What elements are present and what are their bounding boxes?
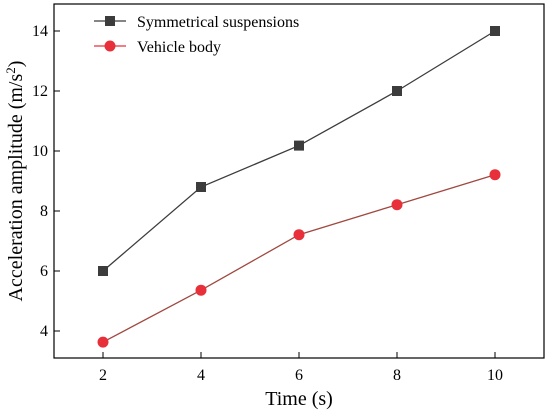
- legend: Symmetrical suspensions Vehicle body: [94, 14, 299, 56]
- y-tick-label-5: 14: [32, 23, 48, 40]
- y-axis-title-superscript: 2: [3, 67, 18, 74]
- series-1-point-4: [489, 169, 501, 181]
- series-0-point-3: [392, 86, 402, 96]
- y-tick-label-2: 8: [40, 203, 48, 220]
- series-0-point-4: [490, 26, 500, 36]
- legend-marker-vehicle-body: [104, 40, 116, 52]
- series-1-point-0: [97, 336, 109, 348]
- series-1-point-1: [195, 284, 207, 296]
- legend-marker-symmetrical: [105, 16, 115, 26]
- x-axis-ticks: 2 4 6 8 10: [99, 352, 503, 384]
- y-axis-ticks: 4 6 8 10 12 14: [32, 23, 60, 340]
- series-0-point-0: [98, 266, 108, 276]
- y-tick-label-0: 4: [40, 323, 48, 340]
- series-line-1: [102, 174, 496, 343]
- plot-frame: [53, 3, 545, 359]
- legend-label-symmetrical: Symmetrical suspensions: [137, 14, 299, 31]
- series-0-point-2: [294, 140, 304, 151]
- x-tick-label-0: 2: [99, 367, 107, 384]
- x-tick-label-4: 10: [487, 367, 503, 384]
- y-axis-title-main: Acceleration amplitude (m/s: [5, 74, 27, 302]
- series-1-point-3: [391, 199, 403, 211]
- x-tick-label-3: 8: [393, 367, 401, 384]
- x-axis-title: Time (s): [265, 388, 333, 410]
- y-axis-title: Acceleration amplitude (m/s2): [3, 61, 28, 302]
- x-tick-label-1: 4: [197, 367, 205, 384]
- y-axis-title-close: ): [5, 61, 27, 68]
- legend-label-vehicle-body: Vehicle body: [137, 39, 221, 56]
- y-tick-label-1: 6: [40, 263, 48, 280]
- y-tick-label-3: 10: [32, 143, 48, 160]
- series-0-point-1: [196, 182, 206, 192]
- series-1-point-2: [293, 229, 305, 241]
- x-tick-label-2: 6: [295, 367, 303, 384]
- series-layer: [97, 26, 501, 348]
- y-tick-label-4: 12: [32, 83, 48, 100]
